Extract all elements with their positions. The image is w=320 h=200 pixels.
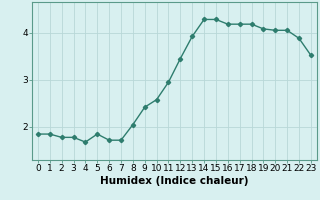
X-axis label: Humidex (Indice chaleur): Humidex (Indice chaleur) <box>100 176 249 186</box>
